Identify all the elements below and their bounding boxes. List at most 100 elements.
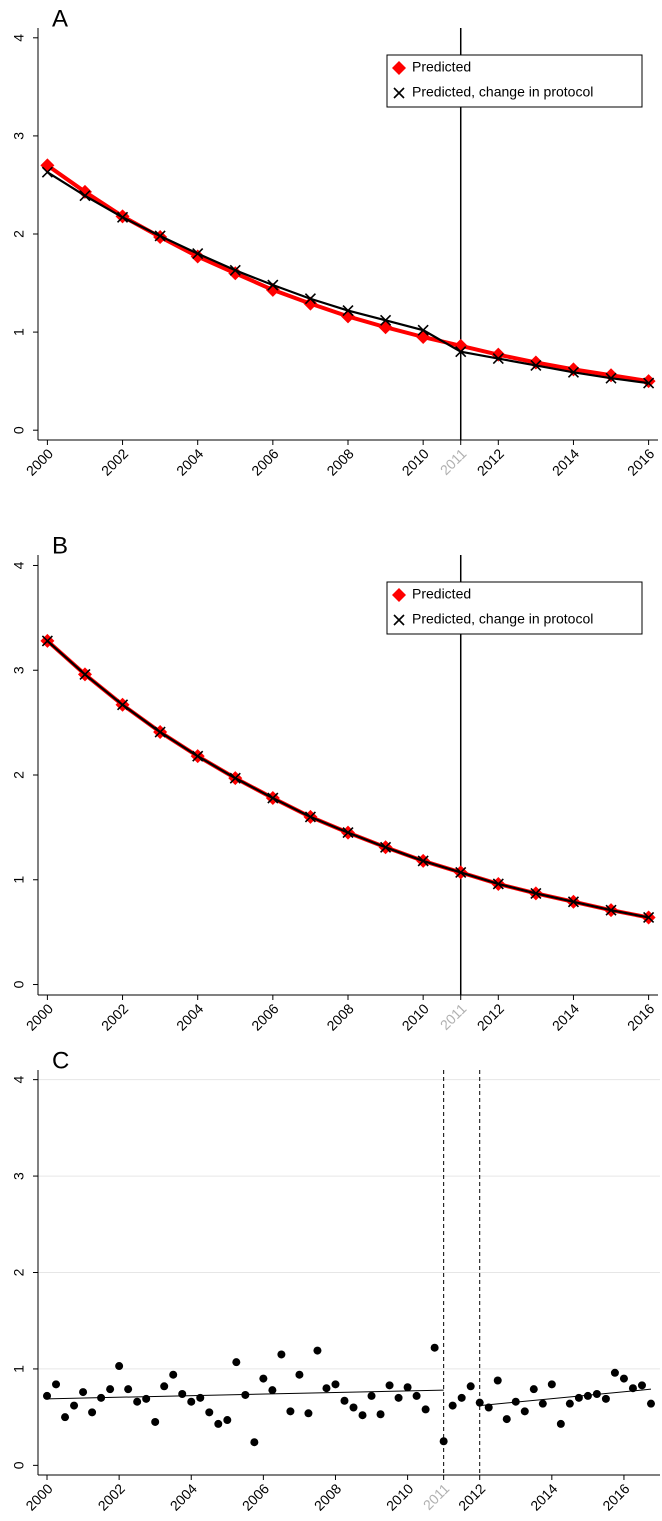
fit-line <box>479 1388 652 1407</box>
x-tick-label: 2011 <box>437 445 470 478</box>
legend-marker <box>392 61 406 75</box>
x-tick-label: 2012 <box>455 1480 488 1513</box>
marker <box>77 184 92 199</box>
marker <box>605 372 617 384</box>
marker <box>455 866 467 878</box>
series-line <box>46 640 649 919</box>
panel-title: B <box>52 532 68 559</box>
point <box>160 1382 169 1391</box>
point <box>466 1382 475 1391</box>
point <box>637 1381 646 1390</box>
point <box>79 1388 88 1397</box>
marker <box>304 293 316 305</box>
point <box>259 1374 268 1383</box>
legend-label: Predicted <box>412 59 471 75</box>
marker <box>455 346 467 358</box>
point <box>457 1393 466 1402</box>
x-tick-label: 2012 <box>474 445 507 478</box>
point <box>358 1411 367 1420</box>
marker <box>116 699 129 711</box>
point <box>421 1405 430 1414</box>
marker <box>304 811 316 823</box>
point <box>520 1407 529 1416</box>
series-line <box>46 171 649 385</box>
y-tick-label: 2 <box>11 1268 27 1276</box>
point <box>178 1390 187 1398</box>
marker <box>41 166 53 178</box>
marker <box>267 279 279 291</box>
x-tick-label: 2000 <box>23 445 56 478</box>
point <box>268 1386 277 1395</box>
marker <box>79 190 91 202</box>
x-tick-label: 2002 <box>95 1480 128 1513</box>
x-tick-label: 2014 <box>527 1480 560 1513</box>
y-tick-label: 1 <box>11 328 27 336</box>
legend-marker <box>393 614 405 626</box>
marker <box>566 362 581 377</box>
point <box>556 1419 565 1428</box>
point <box>70 1401 79 1410</box>
marker <box>192 248 204 260</box>
y-tick-label: 3 <box>11 132 27 140</box>
point <box>277 1350 286 1359</box>
panel-title: C <box>52 1047 69 1074</box>
panel-title: A <box>52 5 68 32</box>
x-tick-label: 2008 <box>323 1000 356 1033</box>
point <box>124 1385 133 1394</box>
marker <box>380 841 392 853</box>
point <box>484 1403 493 1412</box>
point <box>142 1394 151 1403</box>
marker <box>605 904 617 916</box>
point <box>151 1417 160 1426</box>
marker <box>154 726 166 738</box>
legend-box <box>386 54 643 108</box>
point <box>133 1397 142 1406</box>
point <box>295 1370 304 1379</box>
y-tick-label: 3 <box>11 666 27 674</box>
point <box>223 1416 232 1425</box>
point <box>475 1398 484 1407</box>
panel: C 0 1 2 3 4 2000 2002 2004 2006 2008 2010 2011 2012 20… <box>11 1047 660 1514</box>
legend-marker <box>392 588 406 602</box>
marker <box>154 230 166 242</box>
marker <box>79 668 91 680</box>
panel: B 0 1 2 3 4 2000 2002 2004 2006 2008 2010 2011 2012 20… <box>11 532 658 1034</box>
y-tick-label: 4 <box>11 1076 27 1084</box>
marker <box>492 878 504 890</box>
marker <box>530 887 542 899</box>
x-tick-label: 2011 <box>420 1480 453 1513</box>
y-tick-label: 0 <box>11 1461 27 1469</box>
y-tick-label: 3 <box>11 1172 27 1180</box>
marker <box>192 750 204 762</box>
x-tick-label: 2000 <box>23 1000 56 1033</box>
marker <box>342 304 354 317</box>
point <box>619 1374 628 1383</box>
point <box>340 1396 349 1405</box>
legend-label: Predicted, change in protocol <box>412 611 593 627</box>
point <box>610 1368 619 1377</box>
point <box>187 1397 196 1406</box>
point <box>214 1419 223 1428</box>
x-tick-label: 2011 <box>437 1000 470 1033</box>
marker <box>41 635 53 647</box>
marker <box>643 377 655 389</box>
point <box>430 1343 439 1352</box>
marker <box>643 911 655 924</box>
x-tick-label: 2010 <box>383 1480 416 1513</box>
x-tick-label: 2004 <box>167 1480 200 1513</box>
point <box>646 1399 655 1408</box>
x-tick-label: 2008 <box>323 445 356 478</box>
x-tick-label: 2016 <box>599 1480 632 1513</box>
x-tick-label: 2016 <box>624 445 657 478</box>
point <box>367 1391 376 1400</box>
point <box>394 1393 403 1402</box>
point <box>61 1413 70 1422</box>
y-tick-label: 4 <box>11 34 27 42</box>
point <box>250 1438 259 1447</box>
panel: A 0 1 2 3 4 2000 2002 2004 2006 2008 2010 2011 2012 20… <box>11 5 658 479</box>
marker <box>417 855 429 867</box>
x-tick-label: 2004 <box>173 445 206 478</box>
point <box>529 1385 538 1394</box>
marker <box>417 324 429 336</box>
